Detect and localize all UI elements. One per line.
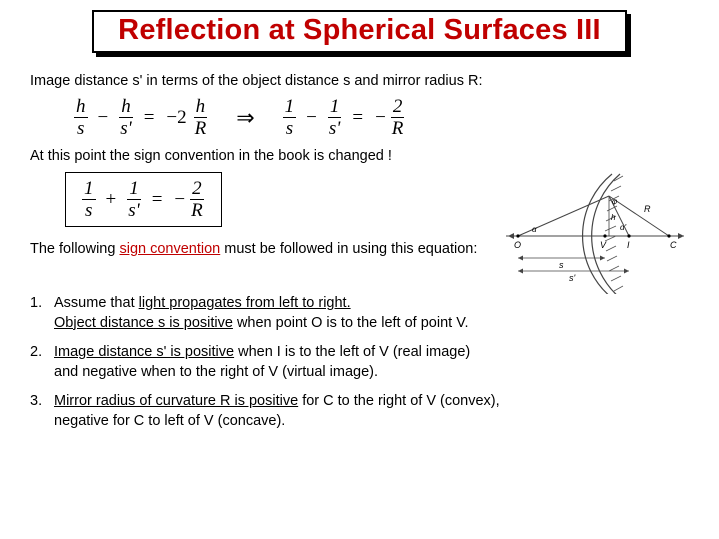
rules-list: 1.Assume that light propagates from left… bbox=[30, 294, 689, 431]
rule-3: 3.Mirror radius of curvature R is positi… bbox=[30, 392, 689, 431]
label-sprime: s' bbox=[569, 273, 576, 283]
sign-convention-intro: The following sign convention must be fo… bbox=[30, 241, 477, 257]
label-h: h bbox=[611, 213, 616, 222]
sign-change-note: At this point the sign convention in the… bbox=[30, 148, 689, 164]
title-box: Reflection at Spherical Surfaces III bbox=[92, 10, 627, 53]
sign-convention-term: sign convention bbox=[119, 241, 220, 257]
label-aprime: α' bbox=[620, 223, 627, 232]
label-C: C bbox=[670, 240, 677, 250]
label-O: O bbox=[514, 240, 521, 250]
rule-1: 1.Assume that light propagates from left… bbox=[30, 294, 689, 333]
page-title: Reflection at Spherical Surfaces III bbox=[118, 14, 601, 46]
label-s: s bbox=[559, 260, 564, 270]
label-phi: φ bbox=[612, 197, 617, 206]
mirror-diagram: O V I C R s s' α φ α' h bbox=[504, 166, 689, 294]
rule-2: 2.Image distance s' is positive when I i… bbox=[30, 343, 689, 382]
label-V: V bbox=[600, 240, 607, 250]
implies-arrow: ⇒ bbox=[236, 105, 254, 131]
label-R: R bbox=[644, 204, 651, 214]
equation-2-box: 1s + 1s' = − 2R bbox=[65, 172, 222, 227]
label-alpha: α bbox=[532, 225, 537, 234]
intro-line: Image distance s' in terms of the object… bbox=[30, 73, 689, 89]
equation-1: hs − hs' = −2 hR ⇒ 1s − 1s' = − 2R bbox=[70, 97, 689, 138]
label-I: I bbox=[627, 240, 630, 250]
